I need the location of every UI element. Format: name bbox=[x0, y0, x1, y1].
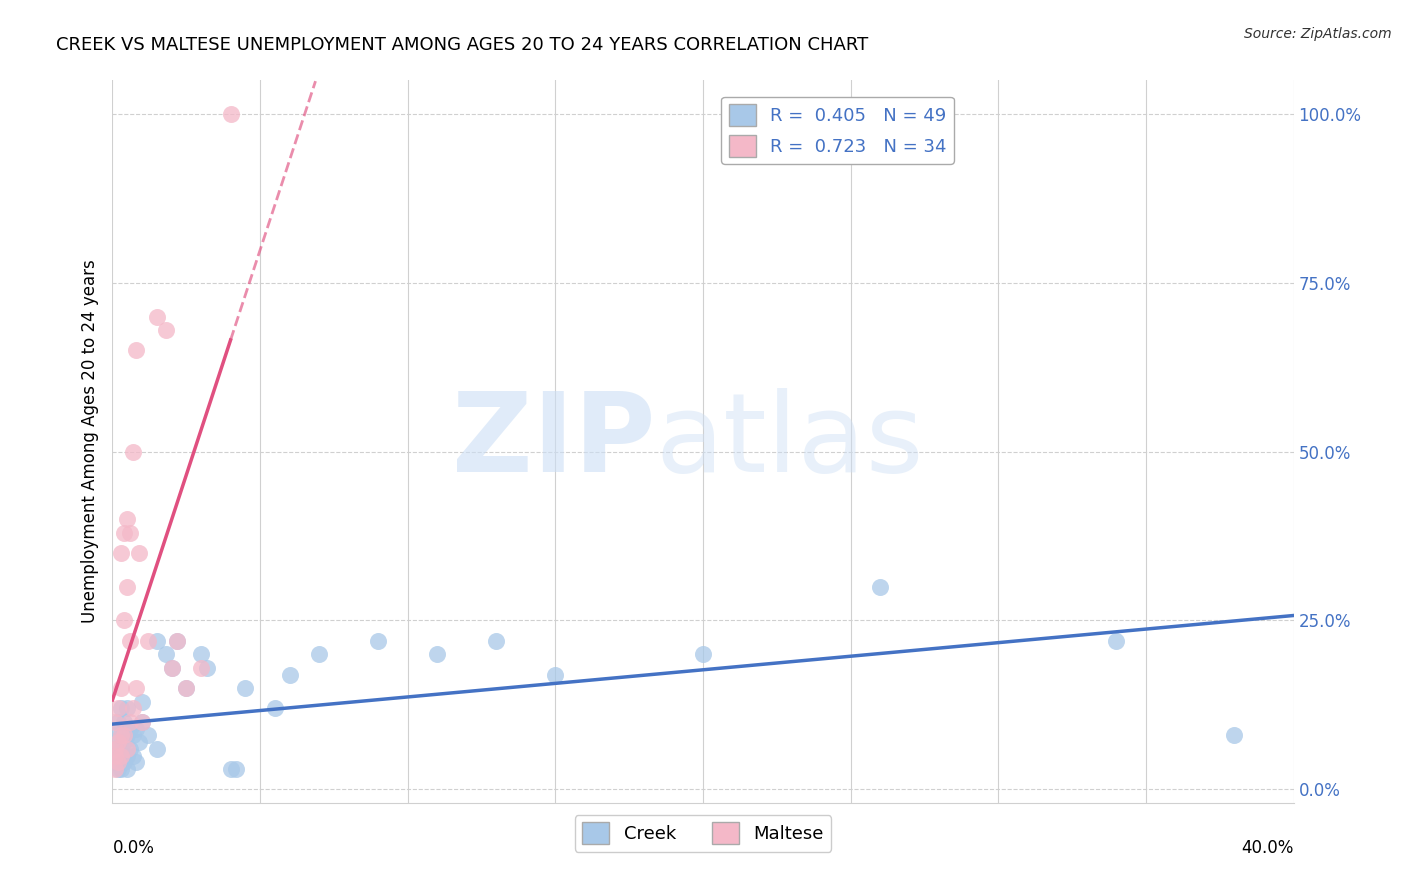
Point bbox=[117, 701, 138, 715]
Point bbox=[219, 107, 242, 121]
Point bbox=[128, 735, 150, 749]
Point bbox=[117, 580, 138, 594]
Point bbox=[131, 714, 153, 729]
Point bbox=[869, 580, 891, 594]
Point bbox=[110, 741, 132, 756]
Point bbox=[131, 694, 153, 708]
Point bbox=[122, 748, 145, 763]
Point bbox=[125, 681, 148, 695]
Point bbox=[308, 647, 330, 661]
Point bbox=[544, 667, 567, 681]
Point bbox=[120, 722, 142, 736]
Point bbox=[104, 741, 127, 756]
Point bbox=[160, 661, 183, 675]
Point bbox=[125, 756, 148, 770]
Point bbox=[122, 444, 145, 458]
Point bbox=[155, 647, 177, 661]
Point bbox=[112, 728, 135, 742]
Point bbox=[107, 701, 129, 715]
Point bbox=[190, 647, 212, 661]
Point bbox=[122, 701, 145, 715]
Point bbox=[112, 614, 135, 628]
Point bbox=[110, 748, 132, 763]
Point bbox=[174, 681, 197, 695]
Point bbox=[426, 647, 449, 661]
Point bbox=[233, 681, 256, 695]
Point bbox=[367, 633, 389, 648]
Point bbox=[190, 661, 212, 675]
Point bbox=[128, 546, 150, 560]
Point bbox=[146, 310, 169, 324]
Point bbox=[225, 762, 247, 776]
Point bbox=[107, 762, 129, 776]
Point bbox=[107, 756, 129, 770]
Point bbox=[110, 762, 132, 776]
Point bbox=[104, 748, 127, 763]
Point bbox=[117, 512, 138, 526]
Point bbox=[110, 681, 132, 695]
Point bbox=[110, 728, 132, 742]
Point bbox=[120, 741, 142, 756]
Point bbox=[120, 714, 142, 729]
Point bbox=[120, 525, 142, 540]
Text: ZIP: ZIP bbox=[453, 388, 655, 495]
Point bbox=[166, 633, 188, 648]
Point bbox=[1223, 728, 1246, 742]
Point bbox=[112, 525, 135, 540]
Point bbox=[112, 714, 135, 729]
Point bbox=[278, 667, 301, 681]
Point bbox=[195, 661, 218, 675]
Point bbox=[125, 722, 148, 736]
Point bbox=[1105, 633, 1128, 648]
Text: Source: ZipAtlas.com: Source: ZipAtlas.com bbox=[1244, 27, 1392, 41]
Y-axis label: Unemployment Among Ages 20 to 24 years: Unemployment Among Ages 20 to 24 years bbox=[80, 260, 98, 624]
Point bbox=[125, 343, 148, 358]
Point bbox=[136, 728, 159, 742]
Point bbox=[104, 728, 127, 742]
Point bbox=[692, 647, 714, 661]
Point bbox=[112, 756, 135, 770]
Text: CREEK VS MALTESE UNEMPLOYMENT AMONG AGES 20 TO 24 YEARS CORRELATION CHART: CREEK VS MALTESE UNEMPLOYMENT AMONG AGES… bbox=[56, 36, 869, 54]
Point bbox=[146, 741, 169, 756]
Point bbox=[131, 714, 153, 729]
Point bbox=[110, 546, 132, 560]
Point bbox=[146, 633, 169, 648]
Point bbox=[166, 633, 188, 648]
Point bbox=[264, 701, 287, 715]
Point bbox=[117, 762, 138, 776]
Point bbox=[112, 735, 135, 749]
Point bbox=[219, 762, 242, 776]
Point bbox=[117, 741, 138, 756]
Point bbox=[117, 748, 138, 763]
Point bbox=[104, 762, 127, 776]
Legend: Creek, Maltese: Creek, Maltese bbox=[575, 815, 831, 852]
Point bbox=[117, 728, 138, 742]
Point bbox=[160, 661, 183, 675]
Point bbox=[110, 701, 132, 715]
Point bbox=[120, 633, 142, 648]
Text: atlas: atlas bbox=[655, 388, 924, 495]
Point bbox=[136, 633, 159, 648]
Text: 40.0%: 40.0% bbox=[1241, 838, 1294, 857]
Point bbox=[104, 714, 127, 729]
Point bbox=[104, 741, 127, 756]
Point bbox=[110, 728, 132, 742]
Text: 0.0%: 0.0% bbox=[112, 838, 155, 857]
Point bbox=[107, 735, 129, 749]
Point bbox=[107, 748, 129, 763]
Point bbox=[104, 756, 127, 770]
Point bbox=[122, 728, 145, 742]
Point bbox=[485, 633, 508, 648]
Point bbox=[174, 681, 197, 695]
Point bbox=[155, 323, 177, 337]
Point bbox=[107, 714, 129, 729]
